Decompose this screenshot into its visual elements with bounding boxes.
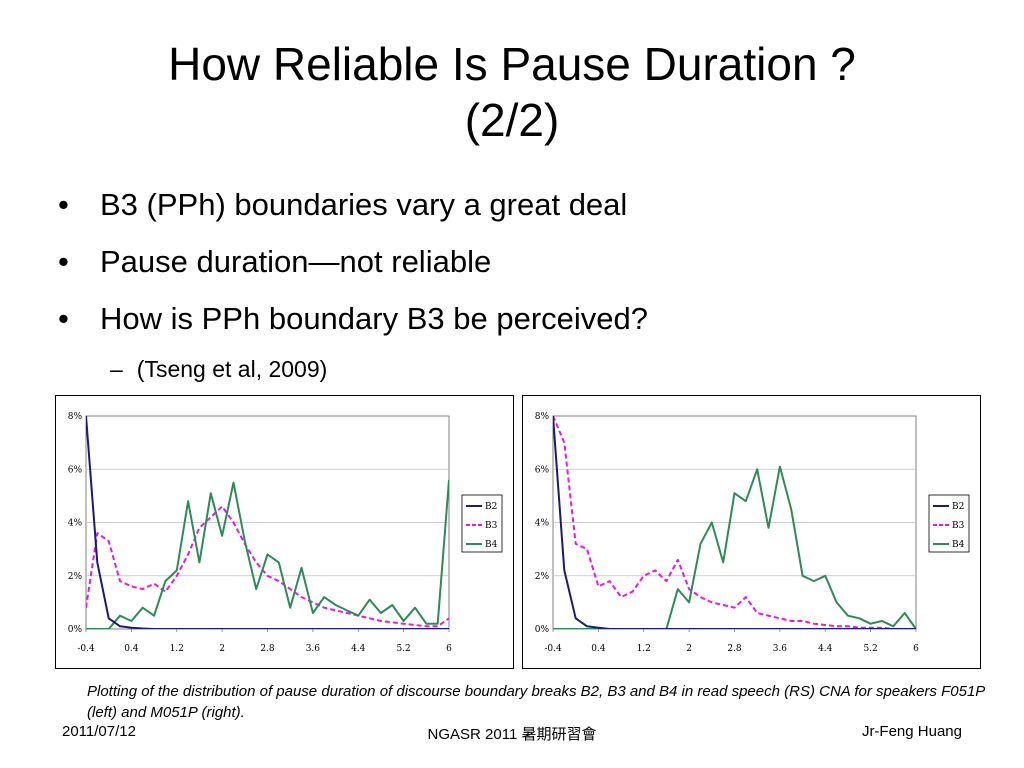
right-x-tick-label: 0.4 bbox=[591, 644, 606, 654]
left-legend-label: B4 bbox=[485, 540, 498, 550]
bullet-item: How is PPh boundary B3 be perceived? bbox=[58, 300, 648, 338]
footer-event: NGASR 2011 暑期研習會 bbox=[427, 726, 597, 743]
chart-right: 0% 2% 4% 6% 8% -0.4 0.4 1.2 2 2.8 3.6 4.4 5.2 6 B2 B3 B4 bbox=[522, 395, 981, 669]
right-y-tick-label: 2% bbox=[535, 572, 550, 582]
left-x-tick-label: 6 bbox=[446, 644, 452, 654]
sub-bullet-text: (Tseng et al, 2009) bbox=[136, 356, 328, 382]
right-x-tick-label: 1.2 bbox=[637, 644, 651, 654]
sub-bullet: – (Tseng et al, 2009) bbox=[110, 356, 327, 383]
left-y-tick-label: 2% bbox=[68, 572, 83, 582]
right-legend-box bbox=[928, 494, 970, 553]
right-y-tick-label: 8% bbox=[535, 412, 550, 422]
left-x-tick-label: 1.2 bbox=[170, 644, 184, 654]
title-line-1: How Reliable Is Pause Duration ? bbox=[168, 38, 856, 90]
right-legend-label: B3 bbox=[952, 521, 965, 531]
right-x-tick-label: 2.8 bbox=[727, 644, 742, 654]
right-y-tick-label: 4% bbox=[535, 519, 550, 529]
right-x-tick-label: 2 bbox=[686, 644, 692, 654]
right-x-tick-label: 4.4 bbox=[818, 644, 833, 654]
left-series-b2 bbox=[86, 415, 449, 629]
left-x-tick-label: 3.6 bbox=[306, 644, 321, 654]
right-x-tick-label: 3.6 bbox=[773, 644, 788, 654]
footer-date: 2011/07/12 bbox=[62, 723, 136, 740]
right-legend-label: B2 bbox=[952, 502, 964, 512]
right-series-b3 bbox=[553, 415, 916, 629]
left-y-tick-label: 0% bbox=[68, 625, 83, 635]
right-legend-label: B4 bbox=[952, 540, 965, 550]
left-x-tick-label: 2.8 bbox=[260, 644, 275, 654]
left-y-tick-label: 4% bbox=[68, 519, 83, 529]
left-legend-box bbox=[461, 494, 503, 553]
left-x-tick-label: 2 bbox=[219, 644, 225, 654]
bullet-list: B3 (PPh) boundaries vary a great deal Pa… bbox=[58, 186, 648, 357]
left-legend-label: B2 bbox=[485, 502, 497, 512]
right-x-tick-label: 6 bbox=[913, 644, 919, 654]
left-x-tick-label: 0.4 bbox=[124, 644, 139, 654]
left-series-b3 bbox=[86, 505, 449, 628]
left-series-b4 bbox=[86, 479, 449, 629]
left-x-tick-label: -0.4 bbox=[77, 644, 95, 654]
chart-left: 0% 2% 4% 6% 8% -0.4 0.4 1.2 2 2.8 3.6 4.4 5.2 6 B2 B3 B4 bbox=[55, 395, 514, 669]
left-y-tick-label: 8% bbox=[68, 412, 83, 422]
left-x-tick-label: 4.4 bbox=[351, 644, 366, 654]
left-x-tick-label: 5.2 bbox=[396, 644, 410, 654]
left-y-tick-label: 6% bbox=[68, 465, 83, 475]
chart-right-svg: 0% 2% 4% 6% 8% -0.4 0.4 1.2 2 2.8 3.6 4.4 5.2 6 B2 B3 B4 bbox=[535, 412, 970, 654]
right-y-tick-label: 6% bbox=[535, 465, 550, 475]
right-x-tick-label: -0.4 bbox=[544, 644, 562, 654]
title-line-2: (2/2) bbox=[464, 94, 560, 146]
right-series-b4 bbox=[553, 465, 916, 629]
left-legend-label: B3 bbox=[485, 521, 498, 531]
right-x-tick-label: 5.2 bbox=[863, 644, 877, 654]
sub-bullet-dash: – bbox=[110, 356, 123, 382]
figure-caption: Plotting of the distribution of pause du… bbox=[87, 683, 985, 721]
bullet-item: Pause duration—not reliable bbox=[58, 243, 648, 281]
right-y-tick-label: 0% bbox=[535, 625, 550, 635]
bullet-item: B3 (PPh) boundaries vary a great deal bbox=[58, 186, 648, 224]
chart-left-svg: 0% 2% 4% 6% 8% -0.4 0.4 1.2 2 2.8 3.6 4.4 5.2 6 B2 B3 B4 bbox=[68, 412, 503, 654]
slide-title: How Reliable Is Pause Duration ? (2/2) bbox=[100, 36, 924, 148]
footer-author: Jr-Feng Huang bbox=[861, 723, 962, 740]
